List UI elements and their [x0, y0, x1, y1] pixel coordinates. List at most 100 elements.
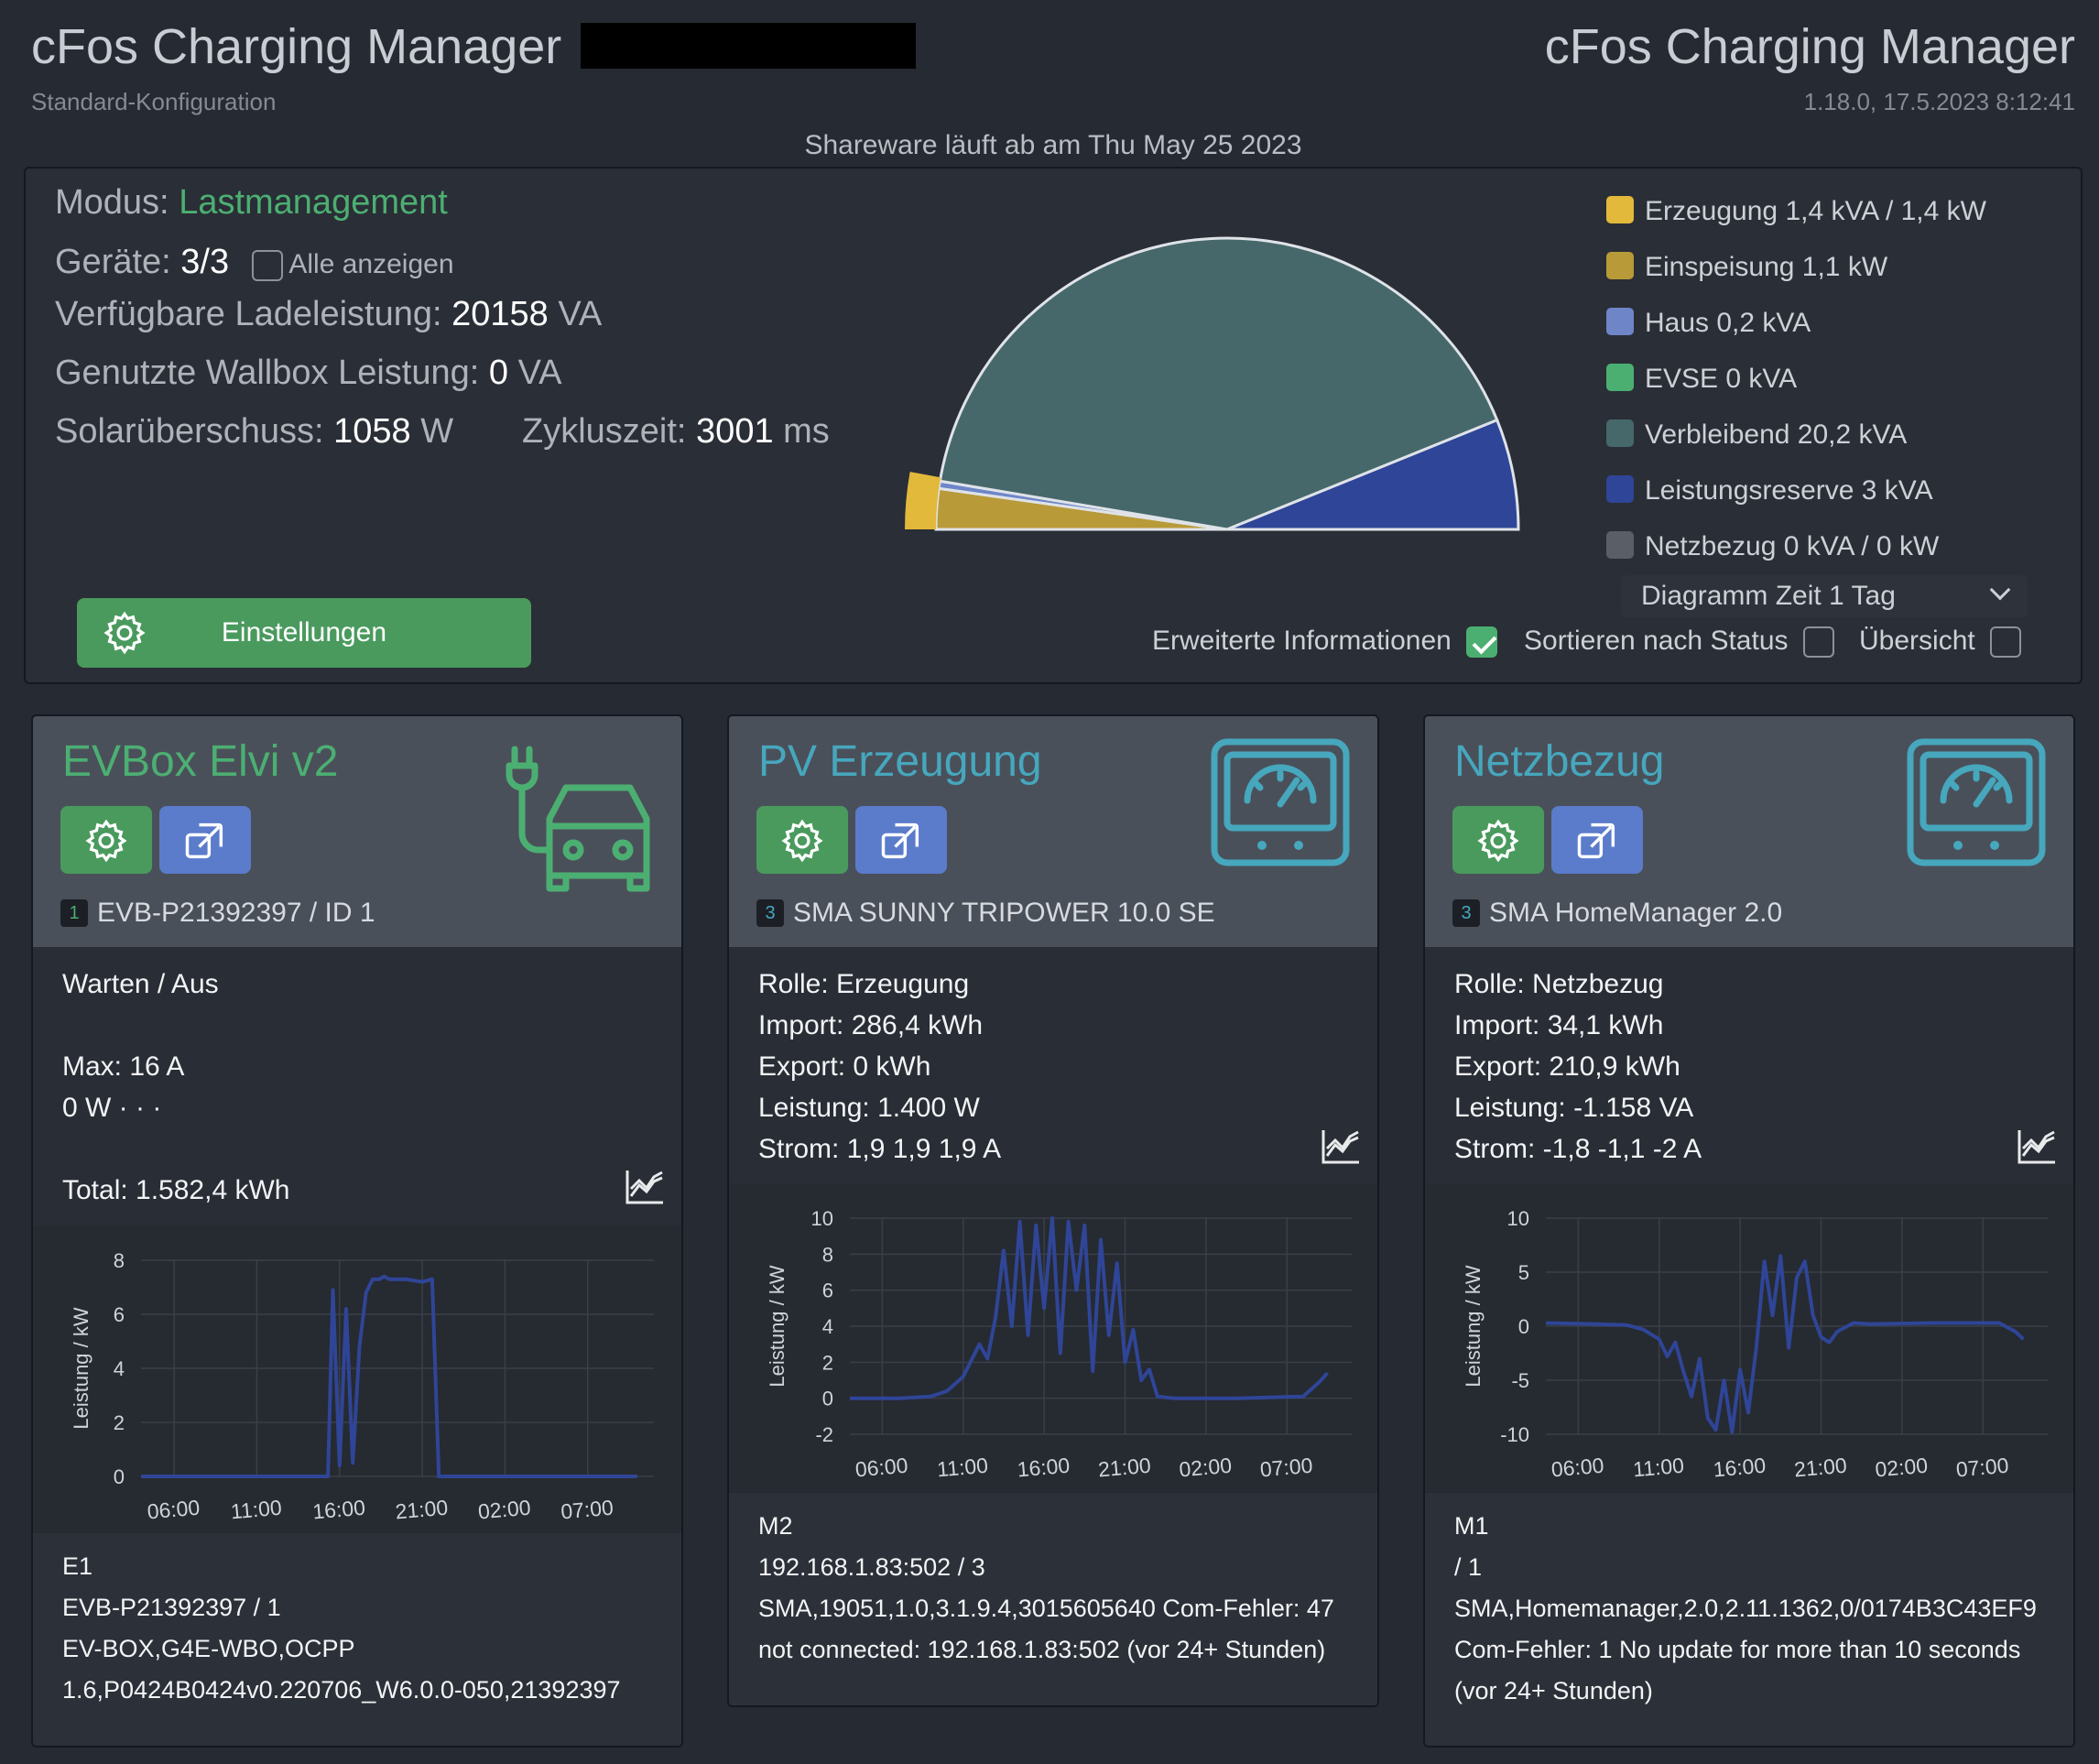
diagram-time-select[interactable]: Diagramm Zeit 1 Tag [1621, 575, 2028, 617]
pie-slice [1226, 418, 1520, 531]
option-sort[interactable]: Sortieren nach Status [1524, 626, 1834, 659]
chart-series-line [141, 1274, 637, 1478]
device-id: 3 SMA SUNNY TRIPOWER 10.0 SE [756, 898, 1215, 929]
export-text: Export: 210,9 kWh [1454, 1051, 1680, 1082]
device-id-text: EVB-P21392397 / ID 1 [97, 898, 375, 928]
device-chart-area: -2 0 2 4 6 8 10 06:00 11:00 16:00 21:00 02:00 07:00 L… [729, 1183, 1377, 1493]
chart-trend-icon[interactable] [2017, 1128, 2057, 1165]
card-title: Netzbezug [1454, 737, 1665, 786]
device-id: 3 SMA HomeManager 2.0 [1452, 898, 1782, 929]
solar-label: Solarüberschuss: [55, 412, 324, 451]
cycle-line: Zykluszeit: 3001 ms [522, 412, 830, 452]
available-power-unit: VA [558, 295, 603, 333]
legend-swatch [1606, 475, 1634, 503]
y-tick-label: 10 [811, 1207, 833, 1230]
device-chart-area: 0 2 4 6 8 06:00 11:00 16:00 21:00 02:00 07:00 Leist… [33, 1225, 681, 1533]
device-id: 1 EVB-P21392397 / ID 1 [60, 898, 375, 929]
power-history-chart: -10 -5 0 5 10 06:00 11:00 16:00 21:00 02:00 07:00 L… [1462, 1207, 2048, 1482]
detail-line: EV-BOX,G4E-WBO,OCPP [62, 1635, 355, 1662]
chevron-down-icon [1989, 579, 2011, 601]
version-timestamp: 1.18.0, 17.5.2023 8:12:41 [1803, 88, 2075, 115]
status-spacer [62, 1128, 289, 1170]
card-title: PV Erzeugung [758, 737, 1042, 786]
option-sort-label: Sortieren nach Status [1524, 626, 1789, 656]
detail-line: Com-Fehler: 1 No update for more than 10… [1454, 1636, 2021, 1663]
legend-swatch [1606, 364, 1634, 391]
x-tick-label: 02:00 [1874, 1454, 1929, 1482]
total-energy: Total: 1.582,4 kWh [62, 1175, 290, 1205]
y-tick-label: 0 [114, 1465, 125, 1488]
option-sort-checkbox[interactable] [1802, 626, 1834, 659]
x-tick-label: 02:00 [477, 1496, 532, 1524]
device-open-button[interactable] [159, 806, 251, 874]
chart-trend-icon[interactable] [625, 1169, 665, 1205]
chart-grid [141, 1259, 654, 1477]
y-tick-label: 4 [822, 1315, 833, 1338]
x-tick-label: 16:00 [1017, 1454, 1071, 1482]
device-status-lines: Rolle: Erzeugung Import: 286,4 kWh Expor… [758, 964, 1001, 1170]
x-tick-label: 21:00 [1793, 1454, 1848, 1482]
legend-swatch [1606, 252, 1634, 279]
x-tick-label: 07:00 [1955, 1454, 2010, 1482]
device-chart-area: -10 -5 0 5 10 06:00 11:00 16:00 21:00 02:00 07:00 L… [1425, 1183, 2073, 1493]
x-tick-label: 11:00 [936, 1454, 989, 1482]
used-power-unit: VA [517, 354, 562, 392]
option-extended-checkbox[interactable] [1466, 626, 1498, 659]
device-open-button[interactable] [1551, 806, 1643, 874]
chart-trend-icon[interactable] [1321, 1128, 1361, 1165]
y-tick-label: 5 [1518, 1261, 1529, 1284]
x-tick-label: 06:00 [854, 1454, 909, 1482]
y-tick-label: 4 [114, 1357, 125, 1380]
option-overview[interactable]: Übersicht [1859, 626, 2022, 659]
option-extended-label: Erweiterte Informationen [1152, 626, 1452, 656]
current-text: Strom: -1,8 -1,1 -2 A [1454, 1134, 1702, 1164]
device-settings-button[interactable] [1452, 806, 1544, 874]
cycle-value: 3001 [696, 412, 774, 451]
chart-grid [850, 1217, 1352, 1435]
power-text: Leistung: 1.400 W [758, 1093, 980, 1123]
import-text: Import: 34,1 kWh [1454, 1010, 1664, 1040]
device-badge: 3 [1452, 899, 1480, 927]
legend-label: Haus 0,2 kVA [1645, 308, 1811, 338]
x-tick-label: 07:00 [1259, 1454, 1314, 1482]
mode-label: Modus: [55, 183, 169, 222]
settings-label: Einstellungen [221, 617, 387, 648]
option-extended[interactable]: Erweiterte Informationen [1152, 626, 1498, 659]
solar-unit: W [420, 412, 454, 451]
show-all-toggle[interactable]: Alle anzeigen [251, 249, 454, 282]
power-text: Leistung: -1.158 VA [1454, 1093, 1694, 1123]
status-spacer [62, 1005, 289, 1046]
legend-label: Verbleibend 20,2 kVA [1645, 419, 1908, 450]
detail-line: (vor 24+ Stunden) [1454, 1677, 1653, 1704]
cycle-label: Zykluszeit: [522, 412, 687, 451]
legend-swatch [1606, 419, 1634, 447]
x-tick-label: 02:00 [1178, 1454, 1233, 1482]
pie-slice [938, 236, 1499, 531]
show-all-label: Alle anzeigen [288, 249, 454, 279]
detail-line: M1 [1454, 1512, 1489, 1540]
y-tick-label: 6 [114, 1303, 125, 1326]
legend-label: Leistungsreserve 3 kVA [1645, 475, 1933, 506]
option-overview-checkbox[interactable] [1990, 626, 2022, 659]
show-all-checkbox[interactable] [251, 250, 283, 282]
y-axis-label: Leistung / kW [766, 1265, 788, 1388]
app-title-left: cFos Charging Manager [31, 19, 562, 74]
cycle-unit: ms [783, 412, 830, 451]
device-card-pv: PV Erzeugung 3 SMA SUNNY TRIPOWER 10.0 SE… [727, 714, 1379, 1707]
devices-value: 3/3 [180, 243, 230, 281]
legend-label: Erzeugung 1,4 kVA / 1,4 kW [1645, 196, 1986, 226]
device-open-button[interactable] [855, 806, 947, 874]
device-settings-button[interactable] [60, 806, 152, 874]
y-tick-label: 2 [114, 1411, 125, 1434]
meter-icon [1907, 738, 2046, 866]
device-settings-button[interactable] [756, 806, 848, 874]
devices-label: Geräte: [55, 243, 171, 281]
device-id-text: SMA HomeManager 2.0 [1489, 898, 1783, 928]
legend-label: EVSE 0 kVA [1645, 364, 1798, 394]
settings-button[interactable]: Einstellungen [77, 598, 531, 668]
device-card-grid: Netzbezug 3 SMA HomeManager 2.0 Rolle: Ne… [1423, 714, 2075, 1748]
device-footer: E1 EVB-P21392397 / 1 EV-BOX,G4E-WBO,OCPP 1.… [33, 1533, 681, 1746]
used-power-value: 0 [488, 354, 508, 392]
solar-value: 1058 [333, 412, 411, 451]
card-title: EVBox Elvi v2 [62, 737, 339, 786]
